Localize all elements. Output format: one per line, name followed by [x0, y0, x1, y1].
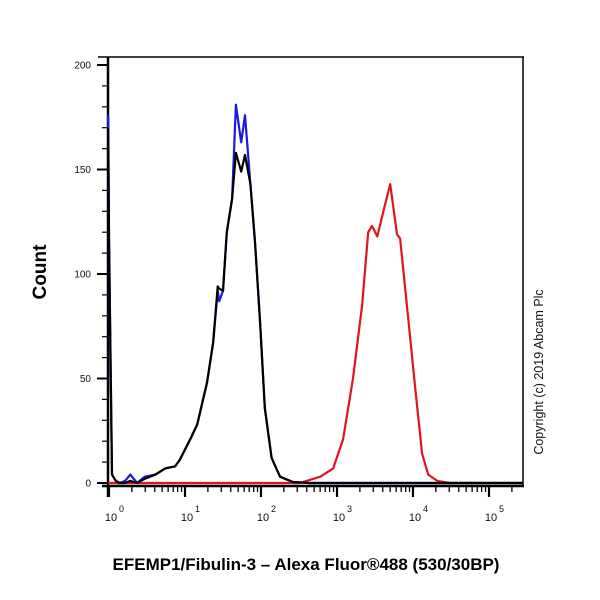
- x-tick-label: 10: [333, 512, 345, 524]
- y-tick-label: 200: [74, 61, 91, 72]
- y-tick-label: 0: [85, 479, 91, 490]
- series-line-2: [108, 183, 524, 485]
- y-axis-label: Count: [30, 244, 51, 300]
- y-tick-label: 100: [74, 270, 91, 281]
- y-tick-label: 150: [74, 165, 91, 176]
- series-lines: [107, 103, 524, 485]
- x-tick-label: 10: [485, 512, 497, 524]
- x-tick-label: 10: [257, 512, 269, 524]
- x-tick-exponent: 2: [271, 504, 276, 514]
- x-tick-exponent: 4: [423, 504, 428, 514]
- x-axis-title: EFEMP1/Fibulin-3 – Alexa Fluor®488 (530/…: [113, 555, 500, 574]
- series-line-1: [107, 127, 524, 485]
- plot-frame: [98, 56, 524, 497]
- x-tick-label: 10: [409, 512, 421, 524]
- series-line-0: [107, 103, 524, 485]
- x-tick-exponent: 1: [195, 504, 200, 514]
- x-tick-exponent: 5: [499, 504, 504, 514]
- x-tick-label: 10: [105, 512, 117, 524]
- x-tick-exponent: 3: [347, 504, 352, 514]
- copyright-text: Copyright (c) 2019 Abcam Plc: [532, 289, 546, 454]
- y-axis: 0 50 100 150 200: [74, 61, 108, 490]
- x-tick-exponent: 0: [119, 504, 124, 514]
- y-tick-label: 50: [80, 374, 92, 385]
- x-tick-label: 10: [181, 512, 193, 524]
